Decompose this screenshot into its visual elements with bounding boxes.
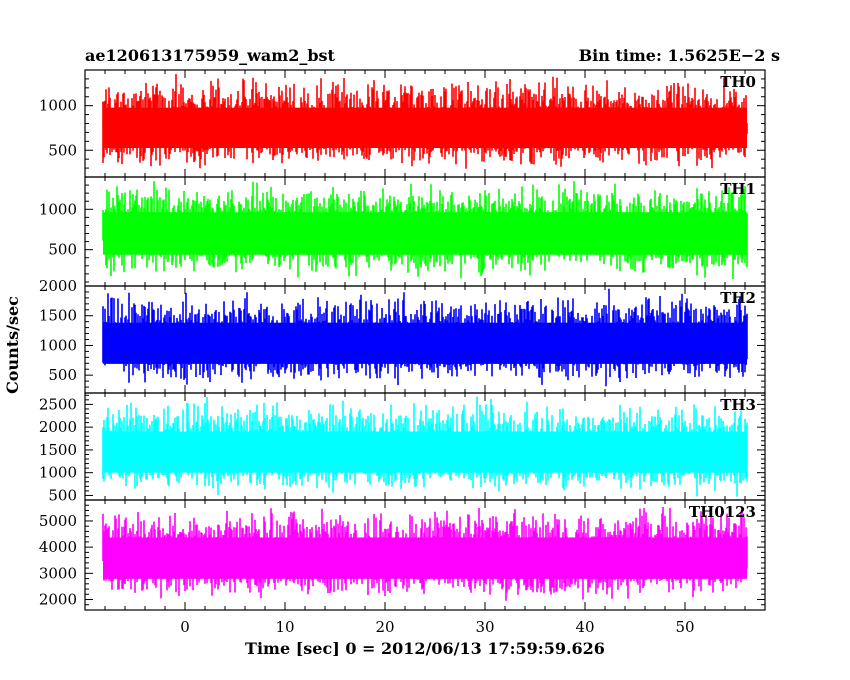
series-th1	[102, 181, 748, 280]
y-tick-label: 5000	[39, 512, 77, 530]
series-th2	[102, 288, 748, 387]
y-tick-label: 500	[48, 366, 77, 384]
series-th3	[102, 396, 748, 497]
x-tick-label: 20	[375, 618, 394, 636]
panel-label-th2: TH2	[720, 289, 756, 307]
y-tick-label: 500	[48, 241, 77, 259]
panel-label-th3: TH3	[720, 396, 756, 414]
y-tick-label: 1000	[39, 200, 77, 218]
y-tick-label: 4000	[39, 538, 77, 556]
panel-label-th0: TH0	[720, 73, 756, 91]
x-tick-label: 40	[575, 618, 594, 636]
y-tick-label: 2500	[39, 395, 77, 413]
panel-label-th0123: TH0123	[689, 503, 756, 521]
series-th0	[102, 74, 748, 169]
y-tick-label: 1500	[39, 307, 77, 325]
panels-group: 5001000TH05001000TH1500100015002000TH250…	[39, 69, 766, 636]
panel-th1: 500 1000 TH1	[39, 176, 766, 287]
y-tick-label: 500	[48, 141, 77, 159]
y-tick-label: 2000	[39, 418, 77, 436]
panel-th2: 500 1000 1500 2000 TH2	[39, 277, 766, 394]
x-axis-label: Time [sec] 0 = 2012/06/13 17:59:59.626	[245, 639, 605, 658]
x-tick-label: 0	[180, 618, 190, 636]
y-tick-label: 3000	[39, 564, 77, 582]
panel-th0123: 2000 3000 4000 5000 TH0123	[39, 499, 766, 611]
y-tick-label: 2000	[39, 591, 77, 609]
title-right: Bin time: 1.5625E−2 s	[579, 46, 780, 65]
y-tick-label: 1000	[39, 464, 77, 482]
panel-th3: 500 1000 1500 2000 2500 TH3	[39, 392, 766, 504]
x-tick-label: 10	[275, 618, 294, 636]
panel-th0: 500 1000 TH0	[39, 69, 766, 178]
y-axis-label: Counts/sec	[3, 296, 22, 394]
panel-label-th1: TH1	[720, 180, 756, 198]
y-tick-label: 1000	[39, 97, 77, 115]
title-left: ae120613175959_wam2_bst	[85, 46, 336, 65]
y-tick-label: 1000	[39, 336, 77, 354]
y-tick-label: 1500	[39, 441, 77, 459]
y-tick-label: 2000	[39, 277, 77, 295]
series-th0123	[102, 507, 748, 601]
x-tick-label: 30	[475, 618, 494, 636]
y-tick-label: 500	[48, 486, 77, 504]
x-tick-label: 50	[675, 618, 694, 636]
